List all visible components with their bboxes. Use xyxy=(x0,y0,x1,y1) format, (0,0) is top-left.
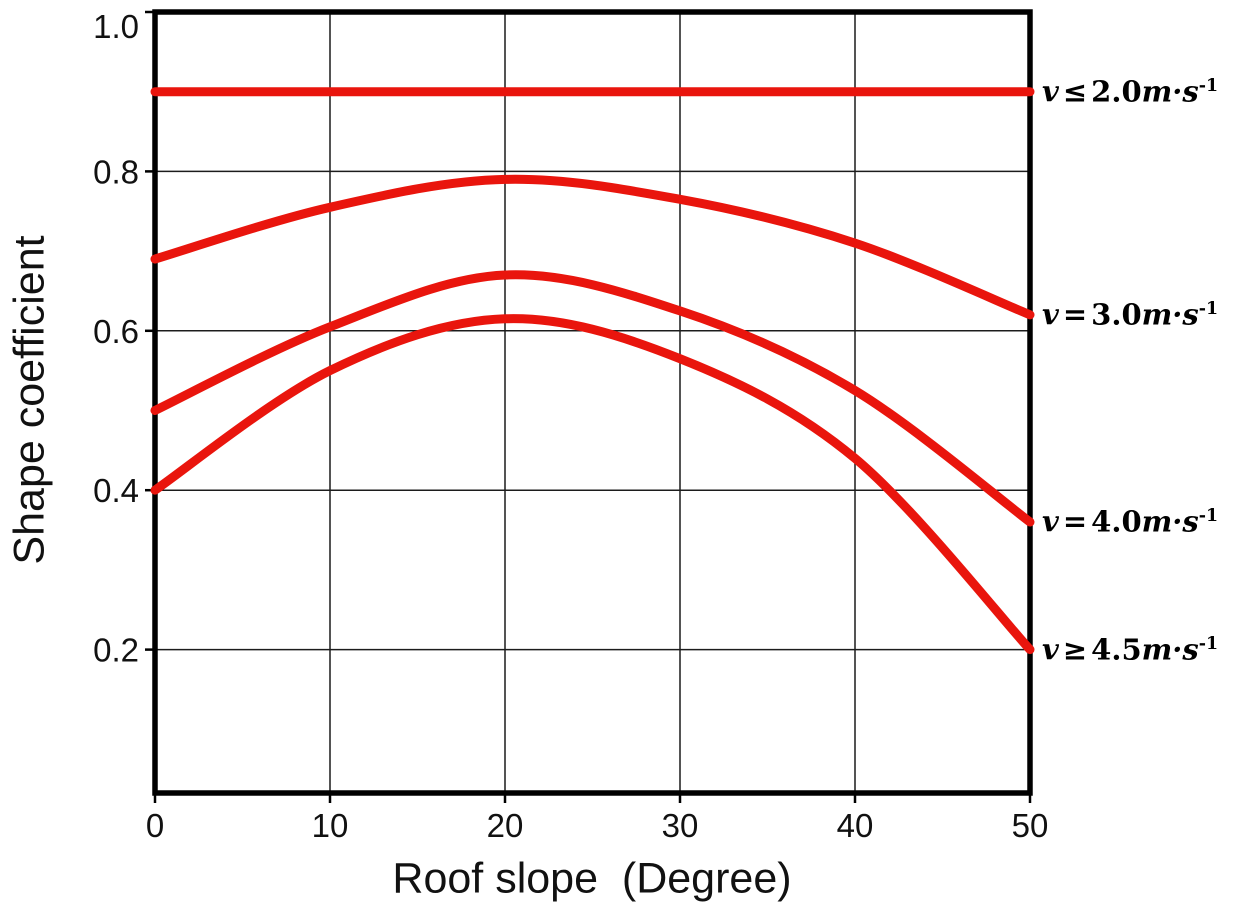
series-speed-value: 2.0 xyxy=(1091,74,1142,109)
curve-series-4 xyxy=(150,314,1035,655)
series-variable: v xyxy=(1042,632,1059,667)
x-tick-label: 30 xyxy=(662,807,699,844)
series-speed-value: 3.0 xyxy=(1091,297,1142,332)
series-exponent: -1 xyxy=(1198,75,1219,96)
x-tick-label: 40 xyxy=(837,807,874,844)
x-tick-label: 0 xyxy=(146,807,164,844)
series-unit: m·s xyxy=(1141,632,1199,667)
series-variable: v xyxy=(1042,504,1059,539)
y-tick-label: 0.4 xyxy=(93,472,139,509)
series-unit: m·s xyxy=(1141,297,1199,332)
series-operator: ≥ xyxy=(1062,632,1088,667)
y-axis-title: Shape coefficient xyxy=(5,235,54,565)
plot-border xyxy=(152,9,1033,796)
series-label-1: v ≤2.0m·s-1 xyxy=(1042,77,1218,106)
series-operator: ≤ xyxy=(1062,74,1088,109)
y-tick-label: 1.0 xyxy=(93,8,139,45)
series-label-2: v = 3.0m·s-1 xyxy=(1042,300,1218,329)
series-unit: m·s xyxy=(1141,504,1199,539)
series-exponent: -1 xyxy=(1198,633,1219,654)
series-label-3: v = 4.0m·s-1 xyxy=(1042,504,1219,539)
series-unit: m·s xyxy=(1141,74,1199,109)
y-tick-label: 0.2 xyxy=(93,632,139,669)
series-variable: v xyxy=(1042,297,1059,332)
series-speed-value: 4.0 xyxy=(1091,504,1142,539)
series-operator: = xyxy=(1062,297,1088,332)
y-tick-label: 0.6 xyxy=(93,313,139,350)
x-tick-label: 50 xyxy=(1012,807,1049,844)
y-tick-label: 0.8 xyxy=(93,153,139,190)
series-label-4: v ≥4.5m·s-1 xyxy=(1042,635,1218,664)
curve-series-3 xyxy=(150,270,1035,527)
series-variable: v xyxy=(1042,74,1059,109)
x-tick-label: 10 xyxy=(312,807,349,844)
series-exponent: -1 xyxy=(1198,298,1219,319)
curve-series-2 xyxy=(150,174,1035,320)
series-operator: = xyxy=(1062,504,1088,539)
x-axis-title: Roof slope (Degree) xyxy=(392,854,792,903)
x-tick-label: 20 xyxy=(487,807,524,844)
series-speed-value: 4.5 xyxy=(1091,632,1142,667)
series-exponent: -1 xyxy=(1198,505,1219,526)
